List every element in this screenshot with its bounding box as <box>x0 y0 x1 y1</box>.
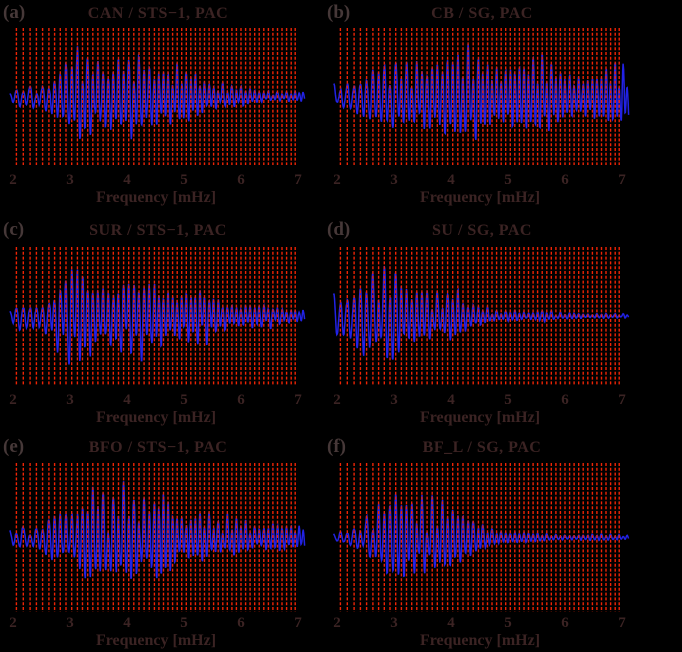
panel-letter: (f) <box>327 436 346 457</box>
spectrum-chart <box>9 28 306 165</box>
x-tick-label: 2 <box>333 392 341 408</box>
x-tick-label: 4 <box>123 392 131 408</box>
x-tick-label: 4 <box>447 392 455 408</box>
spectrum-chart <box>9 463 306 612</box>
x-tick-label: 7 <box>294 615 302 631</box>
spectrum-panel-e: (e) BFO / STS−1, PAC 2 3 4 5 6 7 Frequency [mHz] <box>0 434 358 652</box>
panel-title: BF_L / SG, PAC <box>422 439 542 456</box>
spectrum-waveform <box>9 46 306 140</box>
x-tick-label: 5 <box>504 615 512 631</box>
spectrum-chart <box>9 247 306 385</box>
x-axis-label: Frequency [mHz] <box>419 632 541 649</box>
mode-frequency-lines <box>15 463 296 612</box>
x-tick-label: 6 <box>237 392 245 408</box>
spectrum-panel-f: (f) BF_L / SG, PAC 2 3 4 5 6 7 Frequency [mHz] <box>324 434 682 652</box>
panel-letter: (b) <box>327 2 351 23</box>
x-tick-label: 2 <box>9 392 17 408</box>
panel-letter: (e) <box>3 436 25 457</box>
mode-frequency-lines <box>339 247 620 385</box>
panel-title: CB / SG, PAC <box>431 5 533 22</box>
x-tick-label: 4 <box>447 172 455 188</box>
x-tick-label: 7 <box>618 615 626 631</box>
mode-frequency-lines <box>339 463 620 612</box>
spectrum-waveform <box>9 481 306 579</box>
panel-letter: (c) <box>3 219 25 240</box>
mode-frequency-lines <box>339 28 620 165</box>
x-tick-label: 7 <box>618 172 626 188</box>
x-tick-label: 3 <box>66 615 74 631</box>
spectrum-chart <box>332 463 630 612</box>
spectrum-waveform <box>9 269 306 365</box>
spectrum-waveform <box>332 265 630 360</box>
x-tick-label: 5 <box>504 392 512 408</box>
x-tick-label: 2 <box>333 615 341 631</box>
x-axis-label: Frequency [mHz] <box>95 632 217 649</box>
spectrum-panel-a: (a) CAN / STS−1, PAC 2 3 4 5 6 7 Frequency [mHz] <box>0 0 358 218</box>
x-tick-label: 2 <box>9 615 17 631</box>
x-tick-label: 5 <box>504 172 512 188</box>
x-tick-label: 2 <box>333 172 341 188</box>
spectrum-waveform <box>332 493 630 578</box>
x-axis-label: Frequency [mHz] <box>95 409 217 426</box>
x-tick-label: 7 <box>618 392 626 408</box>
x-axis-label: Frequency [mHz] <box>95 189 217 206</box>
x-tick-label: 5 <box>180 615 188 631</box>
mode-frequency-lines <box>15 28 296 165</box>
x-tick-label: 7 <box>294 172 302 188</box>
spectrum-waveform <box>333 43 630 141</box>
x-tick-label: 6 <box>237 615 245 631</box>
x-tick-label: 5 <box>180 172 188 188</box>
x-tick-label: 3 <box>66 392 74 408</box>
spectrum-chart <box>333 28 630 165</box>
spectrum-panel-d: (d) SU / SG, PAC 2 3 4 5 6 7 Frequency [mHz] <box>324 217 682 435</box>
panel-letter: (d) <box>327 219 351 240</box>
panel-title: CAN / STS−1, PAC <box>87 5 229 22</box>
x-tick-label: 6 <box>237 172 245 188</box>
x-tick-label: 2 <box>9 172 17 188</box>
x-tick-label: 3 <box>390 172 398 188</box>
x-tick-label: 4 <box>123 615 131 631</box>
x-axis-label: Frequency [mHz] <box>419 189 541 206</box>
spectrum-chart <box>332 247 630 385</box>
panel-title: BFO / STS−1, PAC <box>88 439 228 456</box>
spectrum-panel-c: (c) SUR / STS−1, PAC 2 3 4 5 6 7 Frequency [mHz] <box>0 217 358 435</box>
x-tick-label: 3 <box>390 392 398 408</box>
mode-frequency-lines <box>15 247 296 385</box>
x-tick-label: 7 <box>294 392 302 408</box>
x-tick-label: 6 <box>561 172 569 188</box>
x-axis-label: Frequency [mHz] <box>419 409 541 426</box>
x-tick-label: 5 <box>180 392 188 408</box>
panel-letter: (a) <box>3 2 26 23</box>
spectrum-panel-b: (b) CB / SG, PAC 2 3 4 5 6 7 Frequency [mHz] <box>324 0 682 218</box>
x-tick-label: 6 <box>561 392 569 408</box>
x-tick-label: 4 <box>447 615 455 631</box>
x-tick-label: 3 <box>390 615 398 631</box>
x-tick-label: 6 <box>561 615 569 631</box>
panel-title: SU / SG, PAC <box>432 222 532 239</box>
x-tick-label: 4 <box>123 172 131 188</box>
panel-title: SUR / STS−1, PAC <box>89 222 227 239</box>
x-tick-label: 3 <box>66 172 74 188</box>
